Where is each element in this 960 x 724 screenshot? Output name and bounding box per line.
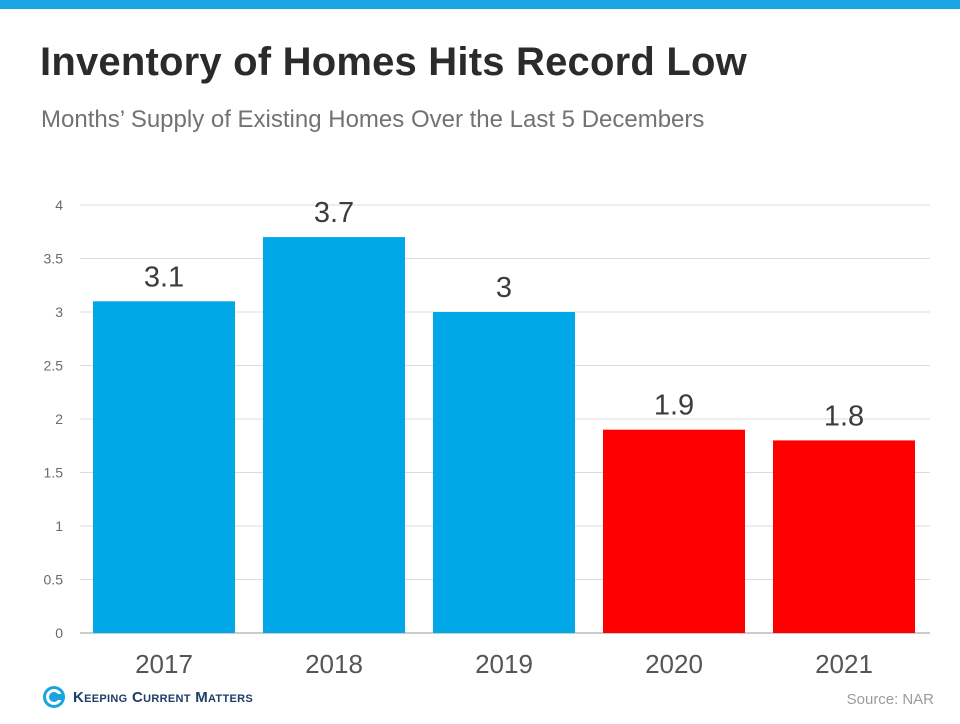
y-tick-label: 2.5: [44, 358, 64, 374]
bar: [773, 440, 915, 633]
source-label: Source:: [846, 691, 899, 708]
x-tick-label: 2018: [305, 649, 363, 679]
data-label: 1.8: [824, 400, 864, 432]
x-tick-label: 2017: [135, 649, 193, 679]
y-tick-label: 3: [55, 304, 63, 320]
chart-title: Inventory of Homes Hits Record Low: [40, 40, 747, 84]
x-tick-label: 2019: [475, 649, 533, 679]
brand-logo: Keeping Current Matters: [42, 685, 253, 709]
y-tick-label: 1: [55, 518, 63, 534]
data-label: 3.1: [144, 261, 184, 293]
y-tick-label: 4: [55, 197, 63, 213]
y-tick-label: 2: [55, 411, 63, 427]
brand-name: Keeping Current Matters: [73, 688, 253, 706]
y-tick-label: 0: [55, 625, 63, 641]
data-label: 3: [496, 272, 512, 304]
chart-subtitle: Months’ Supply of Existing Homes Over th…: [41, 106, 705, 133]
data-label: 3.7: [314, 197, 354, 229]
source-value: NAR: [902, 691, 934, 708]
y-tick-label: 0.5: [44, 572, 64, 588]
source-note: Source: NAR: [847, 691, 934, 708]
bar: [603, 429, 745, 633]
bar: [263, 237, 405, 633]
data-label: 1.9: [654, 390, 694, 422]
top-accent-bar: [0, 0, 960, 9]
x-tick-label: 2021: [815, 649, 873, 679]
bar: [93, 301, 235, 633]
x-tick-label: 2020: [645, 649, 703, 679]
y-tick-label: 3.5: [44, 251, 64, 267]
y-tick-label: 1.5: [44, 465, 64, 481]
kcm-logo-icon: [43, 686, 65, 708]
bar: [433, 312, 575, 633]
